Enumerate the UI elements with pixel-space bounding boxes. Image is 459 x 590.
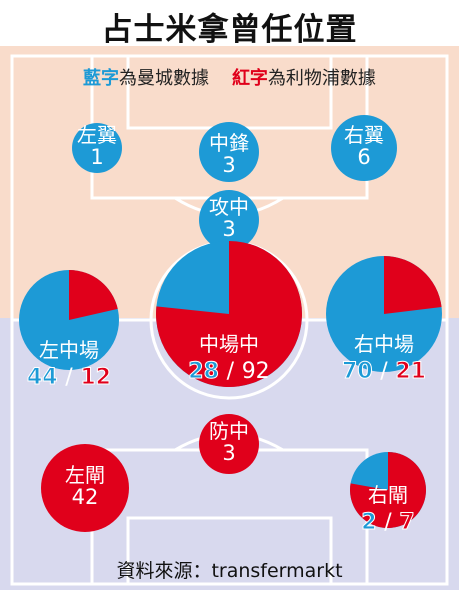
left-mid-liverpool: 12 [80,365,112,391]
legend-city-key: 藍字 [83,68,120,89]
right-mid-sep: / [380,359,388,384]
defensive-mid-count: 3 [222,441,236,465]
center-forward-count: 3 [222,153,236,177]
center-forward-bubble [199,122,259,182]
right-mid-split: 70 / 21 [329,359,439,385]
left-mid-city: 44 [26,365,58,391]
right-mid-liverpool-slice [384,256,442,314]
legend-liverpool-text: 為利物浦數據 [267,68,376,89]
left-mid-split: 44 / 12 [14,365,124,391]
left-mid-label: 左中場 [39,338,99,362]
right-back-liverpool: 7 [399,510,415,536]
center-forward-label: 中鋒 3 [194,132,264,176]
center-mid-liverpool: 92 [241,359,270,384]
legend-liverpool-key: 紅字 [231,68,268,89]
center-mid-sep: / [226,359,235,384]
center-mid-split: 28 / 92 [174,359,284,385]
left-mid-sep: / [65,365,73,390]
legend-city-text: 為曼城數據 [119,68,210,89]
left-wing-count: 1 [90,145,104,169]
right-mid-city: 70 [341,359,373,385]
left-back-count: 42 [71,485,99,509]
center-mid-liverpool-slice [156,241,302,387]
center-mid-label: 中場中 [199,332,259,356]
attacking-mid-name: 攻中 [209,195,249,219]
right-back-city: 2 [361,510,377,536]
page-title: 占士米拿曾任位置 [101,12,358,48]
right-back-label: 右閘 [368,483,408,507]
center-forward-name: 中鋒 [209,131,249,155]
left-mid-liverpool-slice [69,270,118,320]
center-mid-city: 28 [188,359,220,385]
right-wing-name: 右翼 [344,123,384,147]
attacking-mid-bubble [199,190,259,250]
right-wing-bubble [331,115,397,181]
right-back-sep: / [384,510,392,535]
left-back-name: 左閘 [65,463,105,487]
source-credit: 資料來源：transfermarkt [116,560,343,582]
right-wing-count: 6 [357,145,371,169]
legend: 藍字為曼城數據 紅字為利物浦數據 [0,64,459,90]
attacking-mid-label: 攻中 3 [194,196,264,240]
left-back-bubble [41,444,129,532]
left-back-label: 左閘 42 [50,464,120,508]
right-wing-label: 右翼 6 [329,124,399,168]
attacking-mid-count: 3 [222,217,236,241]
right-mid-liverpool: 21 [395,359,427,385]
left-wing-name: 左翼 [77,123,117,147]
right-back-liverpool-slice [350,452,427,529]
left-wing-bubble [72,123,122,173]
left-wing-label: 左翼 1 [62,124,132,168]
defensive-mid-name: 防中 [209,419,249,443]
defensive-mid-label: 防中 3 [194,420,264,464]
right-mid-label: 右中場 [354,332,414,356]
defensive-mid-bubble [199,414,259,474]
right-back-split: 2 / 7 [350,510,426,536]
